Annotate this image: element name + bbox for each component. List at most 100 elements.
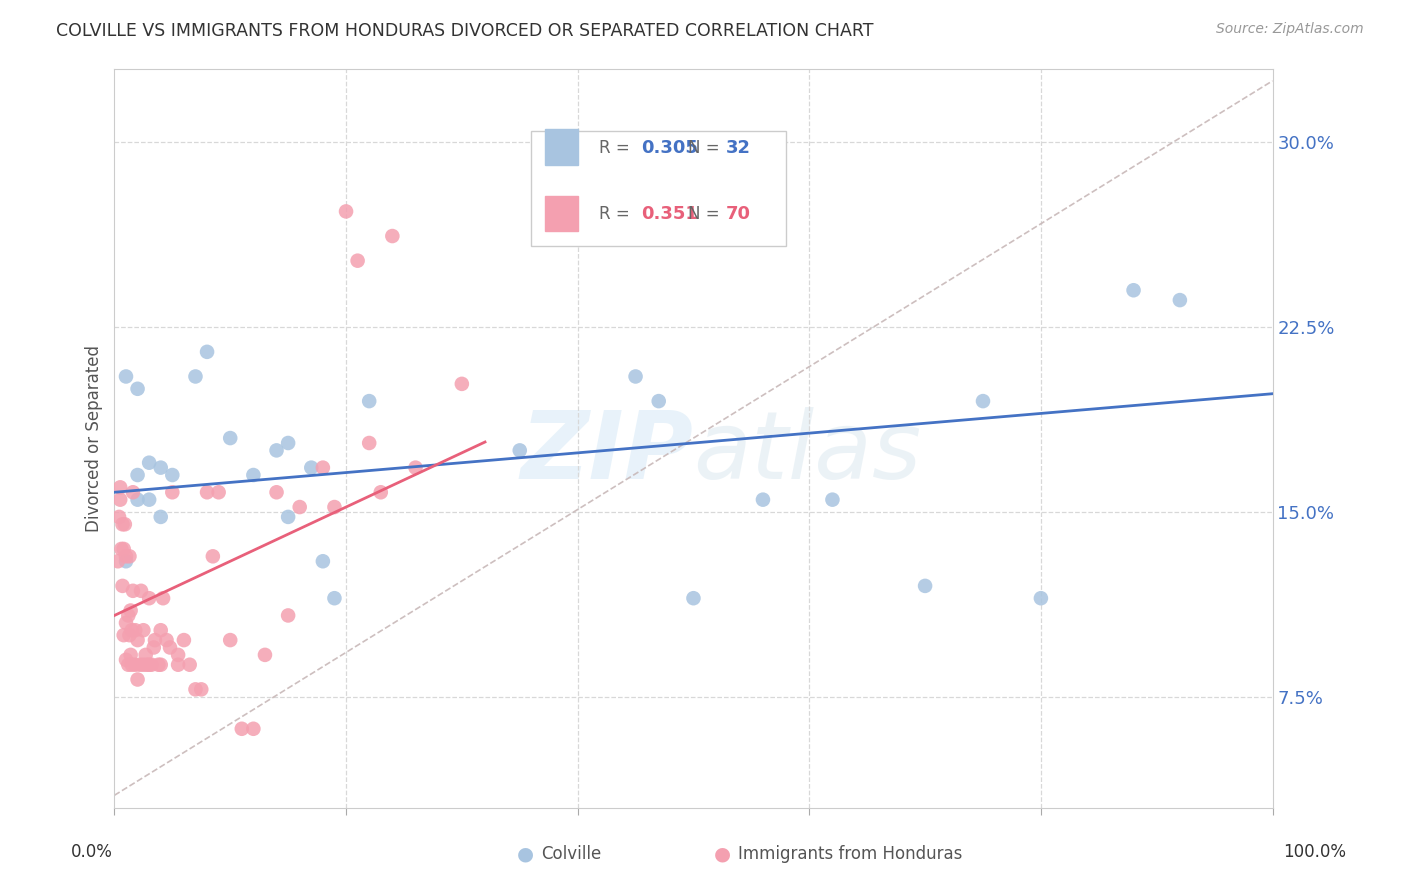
Text: 100.0%: 100.0%: [1284, 843, 1346, 861]
Point: [115, 653, 138, 667]
Point: [132, 624, 155, 638]
Point: [359, 394, 381, 409]
Point: [148, 657, 170, 672]
Point: [138, 591, 160, 606]
Text: Source: ZipAtlas.com: Source: ZipAtlas.com: [1216, 22, 1364, 37]
Point: [219, 431, 242, 445]
Point: [127, 382, 149, 396]
Point: [127, 673, 149, 687]
Text: 0.305: 0.305: [641, 138, 699, 157]
Point: [195, 344, 218, 359]
Point: [127, 492, 149, 507]
Text: R =: R =: [599, 138, 634, 157]
Point: [405, 460, 427, 475]
Point: [277, 509, 299, 524]
Point: [359, 436, 381, 450]
Point: [117, 657, 139, 672]
Point: [111, 517, 134, 532]
Point: [370, 485, 392, 500]
Point: [162, 468, 184, 483]
Y-axis label: Divorced or Separated: Divorced or Separated: [86, 344, 103, 532]
Text: Colville: Colville: [541, 846, 602, 863]
Text: ●: ●: [714, 845, 731, 863]
Point: [381, 229, 404, 244]
Point: [914, 579, 936, 593]
Point: [128, 657, 150, 672]
Point: [277, 436, 299, 450]
Text: atlas: atlas: [693, 408, 922, 499]
Point: [124, 624, 146, 638]
Point: [173, 633, 195, 648]
Point: [118, 628, 141, 642]
Point: [121, 624, 143, 638]
Point: [184, 682, 207, 697]
Point: [1168, 293, 1191, 307]
Point: [335, 204, 357, 219]
Point: [120, 648, 142, 662]
Point: [195, 485, 218, 500]
Text: N =: N =: [688, 205, 724, 223]
Point: [115, 615, 138, 630]
Text: 0.351: 0.351: [641, 205, 699, 223]
Point: [266, 443, 288, 458]
Text: ZIP: ZIP: [520, 407, 693, 499]
Point: [149, 460, 172, 475]
Point: [135, 657, 157, 672]
Point: [509, 443, 531, 458]
Point: [450, 376, 472, 391]
Point: [138, 657, 160, 672]
Point: [120, 603, 142, 617]
Point: [201, 549, 224, 564]
Point: [149, 509, 172, 524]
Point: [129, 583, 152, 598]
Point: [108, 509, 131, 524]
Text: N =: N =: [688, 138, 724, 157]
Point: [253, 648, 276, 662]
Point: [299, 460, 322, 475]
Point: [682, 591, 704, 606]
Point: [312, 554, 335, 568]
Point: [1122, 283, 1144, 297]
Point: [184, 369, 207, 384]
Point: [115, 549, 138, 564]
Point: [752, 492, 775, 507]
Point: [135, 648, 157, 662]
Point: [111, 579, 134, 593]
Text: ●: ●: [517, 845, 534, 863]
Point: [127, 468, 149, 483]
Bar: [546, 129, 578, 165]
Point: [107, 554, 129, 568]
Text: R =: R =: [599, 205, 634, 223]
Point: [108, 480, 131, 494]
Point: [112, 541, 135, 556]
Point: [288, 500, 311, 514]
Point: [115, 369, 138, 384]
Point: [167, 657, 190, 672]
Text: 0.0%: 0.0%: [70, 843, 112, 861]
Point: [179, 657, 201, 672]
Point: [149, 657, 172, 672]
Point: [121, 657, 143, 672]
Point: [149, 624, 172, 638]
Point: [231, 722, 253, 736]
Point: [122, 583, 145, 598]
Point: [108, 492, 131, 507]
Point: [114, 517, 136, 532]
Point: [112, 628, 135, 642]
Text: 70: 70: [725, 205, 751, 223]
Text: COLVILLE VS IMMIGRANTS FROM HONDURAS DIVORCED OR SEPARATED CORRELATION CHART: COLVILLE VS IMMIGRANTS FROM HONDURAS DIV…: [56, 22, 873, 40]
Point: [115, 554, 138, 568]
Point: [118, 549, 141, 564]
Point: [208, 485, 231, 500]
Point: [124, 657, 146, 672]
FancyBboxPatch shape: [531, 131, 786, 246]
Text: Immigrants from Honduras: Immigrants from Honduras: [738, 846, 963, 863]
Text: 32: 32: [725, 138, 751, 157]
Point: [138, 492, 160, 507]
Point: [117, 608, 139, 623]
Point: [159, 640, 181, 655]
Point: [162, 485, 184, 500]
Point: [323, 500, 346, 514]
Point: [312, 460, 335, 475]
Point: [242, 722, 264, 736]
